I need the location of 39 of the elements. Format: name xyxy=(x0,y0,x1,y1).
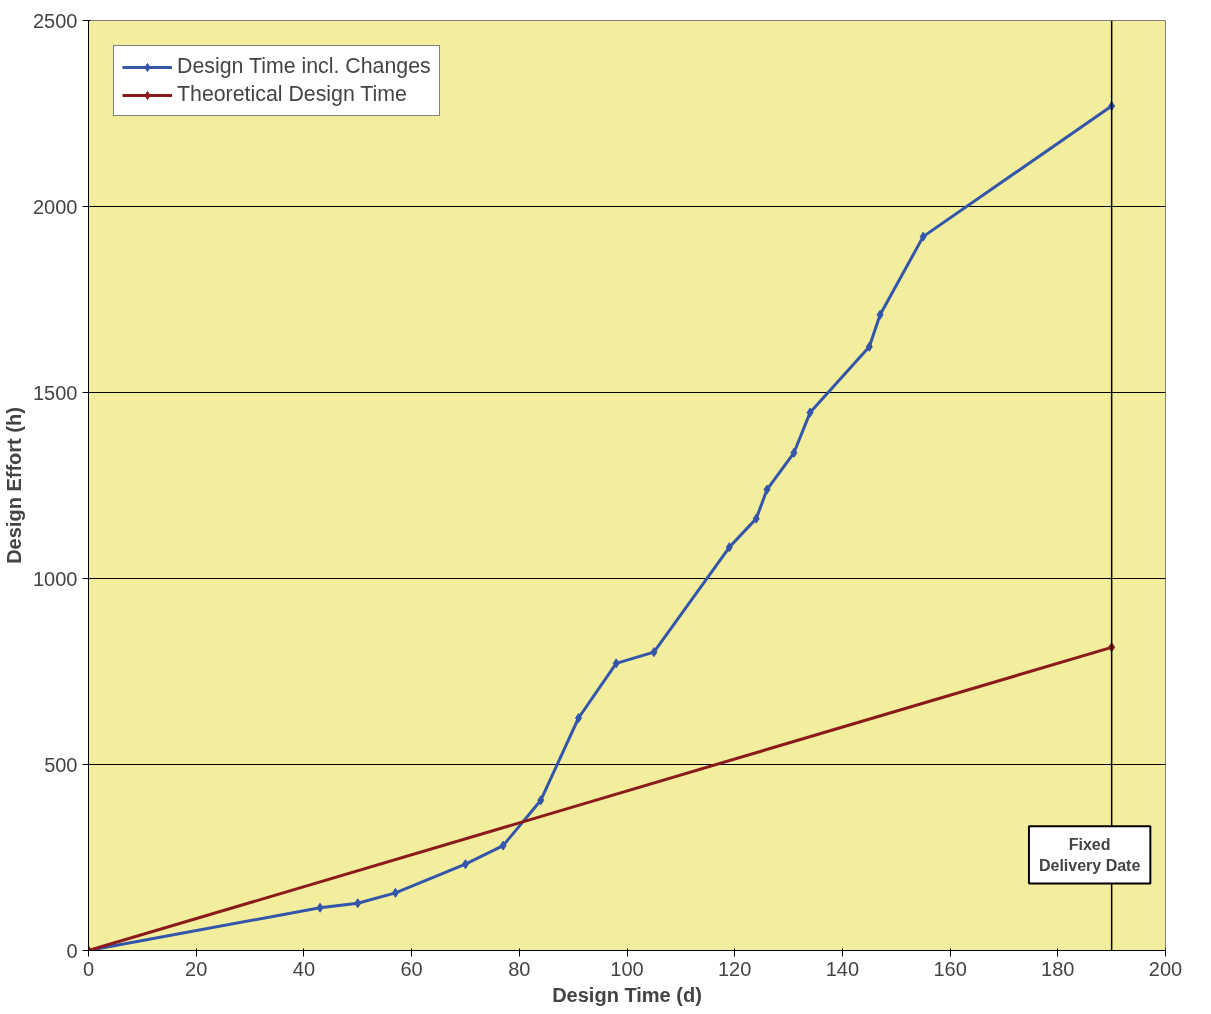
point xyxy=(537,795,545,806)
point xyxy=(763,484,771,495)
point xyxy=(575,713,583,723)
point xyxy=(919,231,927,242)
point xyxy=(461,859,469,870)
x-tick-label: 60 xyxy=(400,957,423,980)
x-tick-label: 140 xyxy=(825,957,860,980)
y-axis-title: Design Effort (h) xyxy=(3,407,26,564)
point xyxy=(499,840,507,851)
x-tick-label: 180 xyxy=(1041,957,1075,980)
point xyxy=(650,647,658,658)
ref-line-label: Fixed Delivery Date xyxy=(1038,836,1141,874)
point xyxy=(725,542,733,553)
x-tick-label: 100 xyxy=(610,957,644,980)
x-tick-label: 40 xyxy=(292,957,316,980)
point xyxy=(752,513,760,524)
x-tick-label: 0 xyxy=(82,957,95,980)
x-tick-label: 80 xyxy=(508,957,531,980)
point xyxy=(354,898,362,909)
x-tick-label: 160 xyxy=(933,957,967,980)
x-tick-label: 120 xyxy=(718,957,752,980)
y-tick-label: 2000 xyxy=(33,195,78,218)
y-tick-label: 500 xyxy=(44,753,78,776)
y-tick-label: 1500 xyxy=(33,381,78,404)
point xyxy=(391,887,399,898)
x-tick-label: 20 xyxy=(185,957,208,980)
point xyxy=(876,309,884,320)
point xyxy=(790,447,798,458)
point xyxy=(865,341,873,352)
point xyxy=(316,902,324,913)
x-tick-label: 200 xyxy=(1148,957,1183,980)
y-tick-label: 0 xyxy=(66,939,78,962)
x-axis-title: Design Time (d) xyxy=(552,983,702,1006)
legend-label: Design Time incl. Changes xyxy=(177,54,431,79)
point xyxy=(806,407,814,418)
y-tick-label: 2500 xyxy=(33,9,78,32)
point xyxy=(612,658,620,669)
legend-label: Theoretical Design Time xyxy=(177,82,407,107)
y-tick-label: 1000 xyxy=(33,567,78,590)
